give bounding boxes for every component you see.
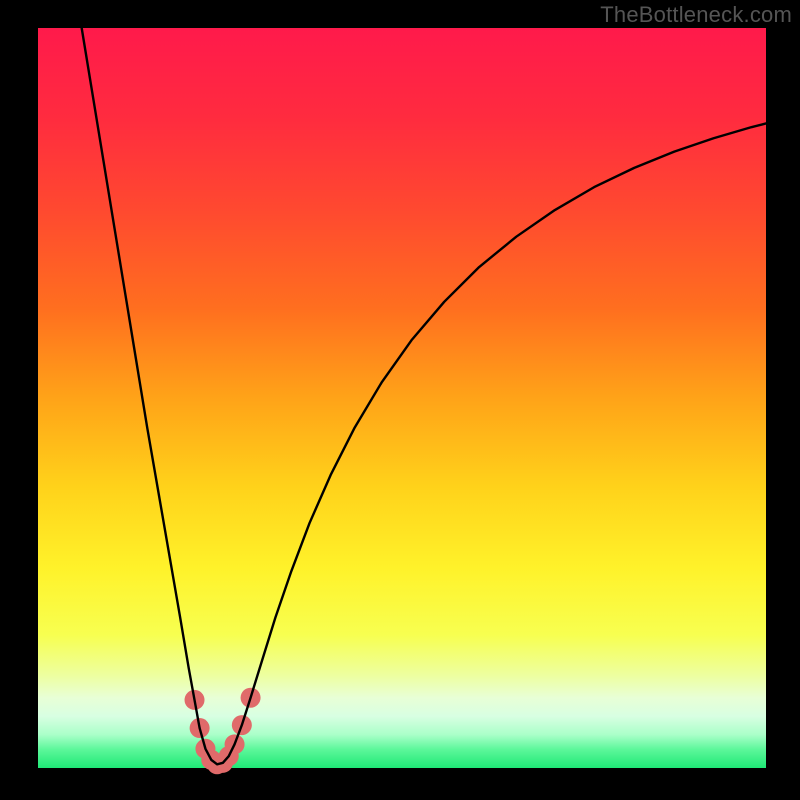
chart-stage: TheBottleneck.com — [0, 0, 800, 800]
bottleneck-curve-chart — [0, 0, 800, 800]
watermark-text: TheBottleneck.com — [600, 2, 792, 28]
gradient-plot-background — [38, 28, 766, 768]
